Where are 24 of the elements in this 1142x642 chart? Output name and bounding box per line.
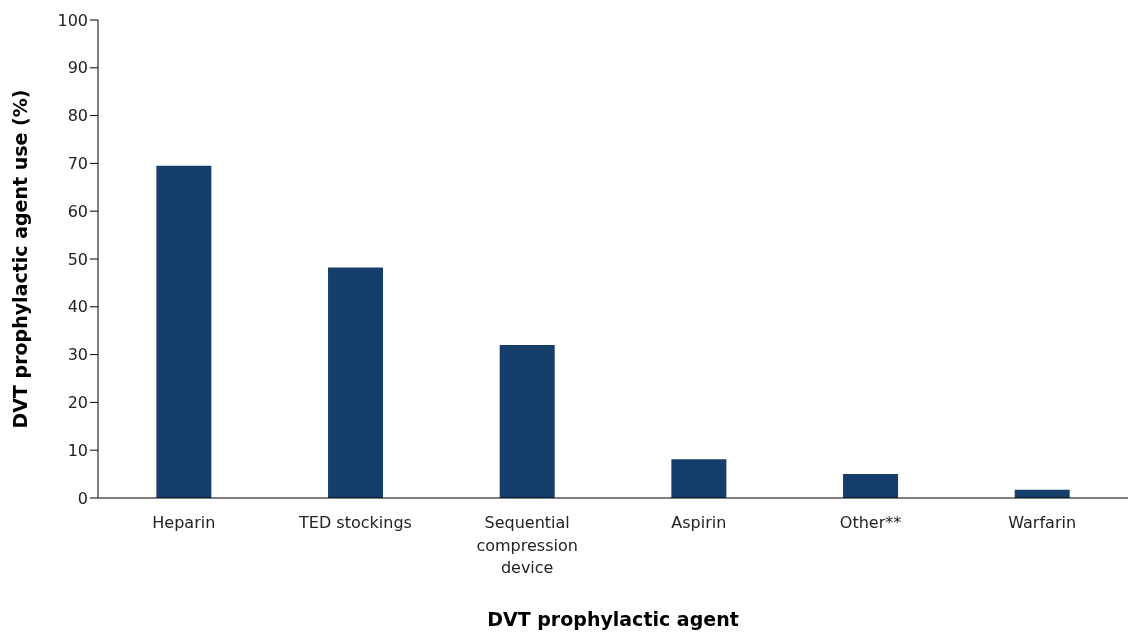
x-tick-label: Other** xyxy=(839,513,902,533)
bar xyxy=(671,459,727,498)
x-tick-label: Sequential compression device xyxy=(476,513,578,578)
x-axis-title: DVT prophylactic agent xyxy=(487,608,739,630)
y-axis-title: DVT prophylactic agent use (%) xyxy=(8,89,31,429)
bar xyxy=(843,474,899,498)
bar xyxy=(499,345,555,498)
bar xyxy=(156,165,212,498)
y-tick-label: 100 xyxy=(57,10,88,30)
y-tick-label: 10 xyxy=(67,440,88,460)
x-tick-label: Warfarin xyxy=(1008,513,1077,533)
x-tick-label: Aspirin xyxy=(671,513,727,533)
y-tick-label: 80 xyxy=(67,106,88,126)
y-tick-label: 60 xyxy=(67,201,88,221)
y-tick-label: 20 xyxy=(67,393,88,413)
bar xyxy=(328,267,384,498)
x-tick-label: TED stockings xyxy=(298,513,412,533)
x-tick-label: Heparin xyxy=(152,513,216,533)
y-tick-label: 40 xyxy=(67,297,88,317)
y-tick-label: 0 xyxy=(77,488,88,508)
y-tick-label: 90 xyxy=(67,58,88,78)
y-tick-label: 50 xyxy=(67,249,88,269)
y-tick-label: 70 xyxy=(67,154,88,174)
y-tick-label: 30 xyxy=(67,345,88,365)
